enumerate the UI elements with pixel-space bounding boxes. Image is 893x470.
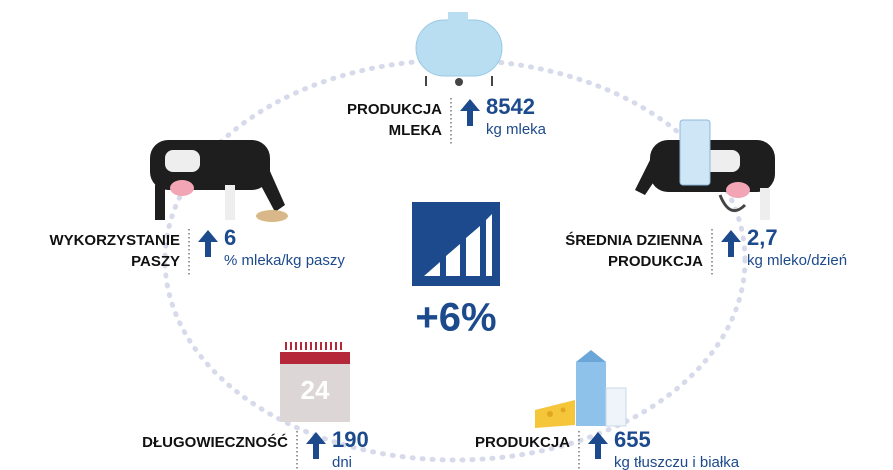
item-unit: kg mleko/dzień — [747, 252, 847, 269]
item-value: 190 — [332, 427, 369, 452]
item-value: 8542 — [486, 94, 535, 119]
cow-milking-icon — [635, 120, 775, 220]
item-unit: kg mleka — [486, 121, 547, 138]
item-label: PRODUKCJA — [475, 434, 570, 451]
item-label: PASZY — [131, 253, 180, 270]
up-arrow — [198, 230, 218, 257]
calendar-day: 24 — [301, 375, 330, 405]
center-value: +6% — [415, 296, 496, 340]
milk-tank-icon — [416, 12, 502, 86]
dairy-icon — [535, 350, 626, 428]
item-value: 2,7 — [747, 225, 778, 250]
item-unit: % mleka/kg paszy — [224, 252, 345, 269]
item-label: DŁUGOWIECZNOŚĆ — [142, 433, 288, 451]
item-label: ŚREDNIA DZIENNA — [565, 231, 703, 249]
item-unit: dni — [332, 454, 352, 470]
calendar-icon: 24 — [280, 346, 350, 422]
cow-icon — [150, 140, 288, 222]
item-value: 6 — [224, 225, 236, 250]
item-label: MLEKA — [389, 122, 442, 139]
growth-icon — [412, 202, 500, 286]
up-arrow — [460, 99, 480, 126]
item-value: 655 — [614, 427, 651, 452]
up-arrow — [721, 230, 741, 257]
item-label: WYKORZYSTANIE — [49, 232, 180, 249]
infographic: +6% 24 PRODUKCJA MLEKA 8542 kg mleka WYKORZY… — [0, 0, 893, 470]
up-arrow — [306, 432, 326, 459]
item-label: PRODUKCJA — [347, 101, 442, 118]
item-unit: kg tłuszczu i białka — [614, 454, 740, 470]
item-label: PRODUKCJA — [608, 253, 703, 270]
